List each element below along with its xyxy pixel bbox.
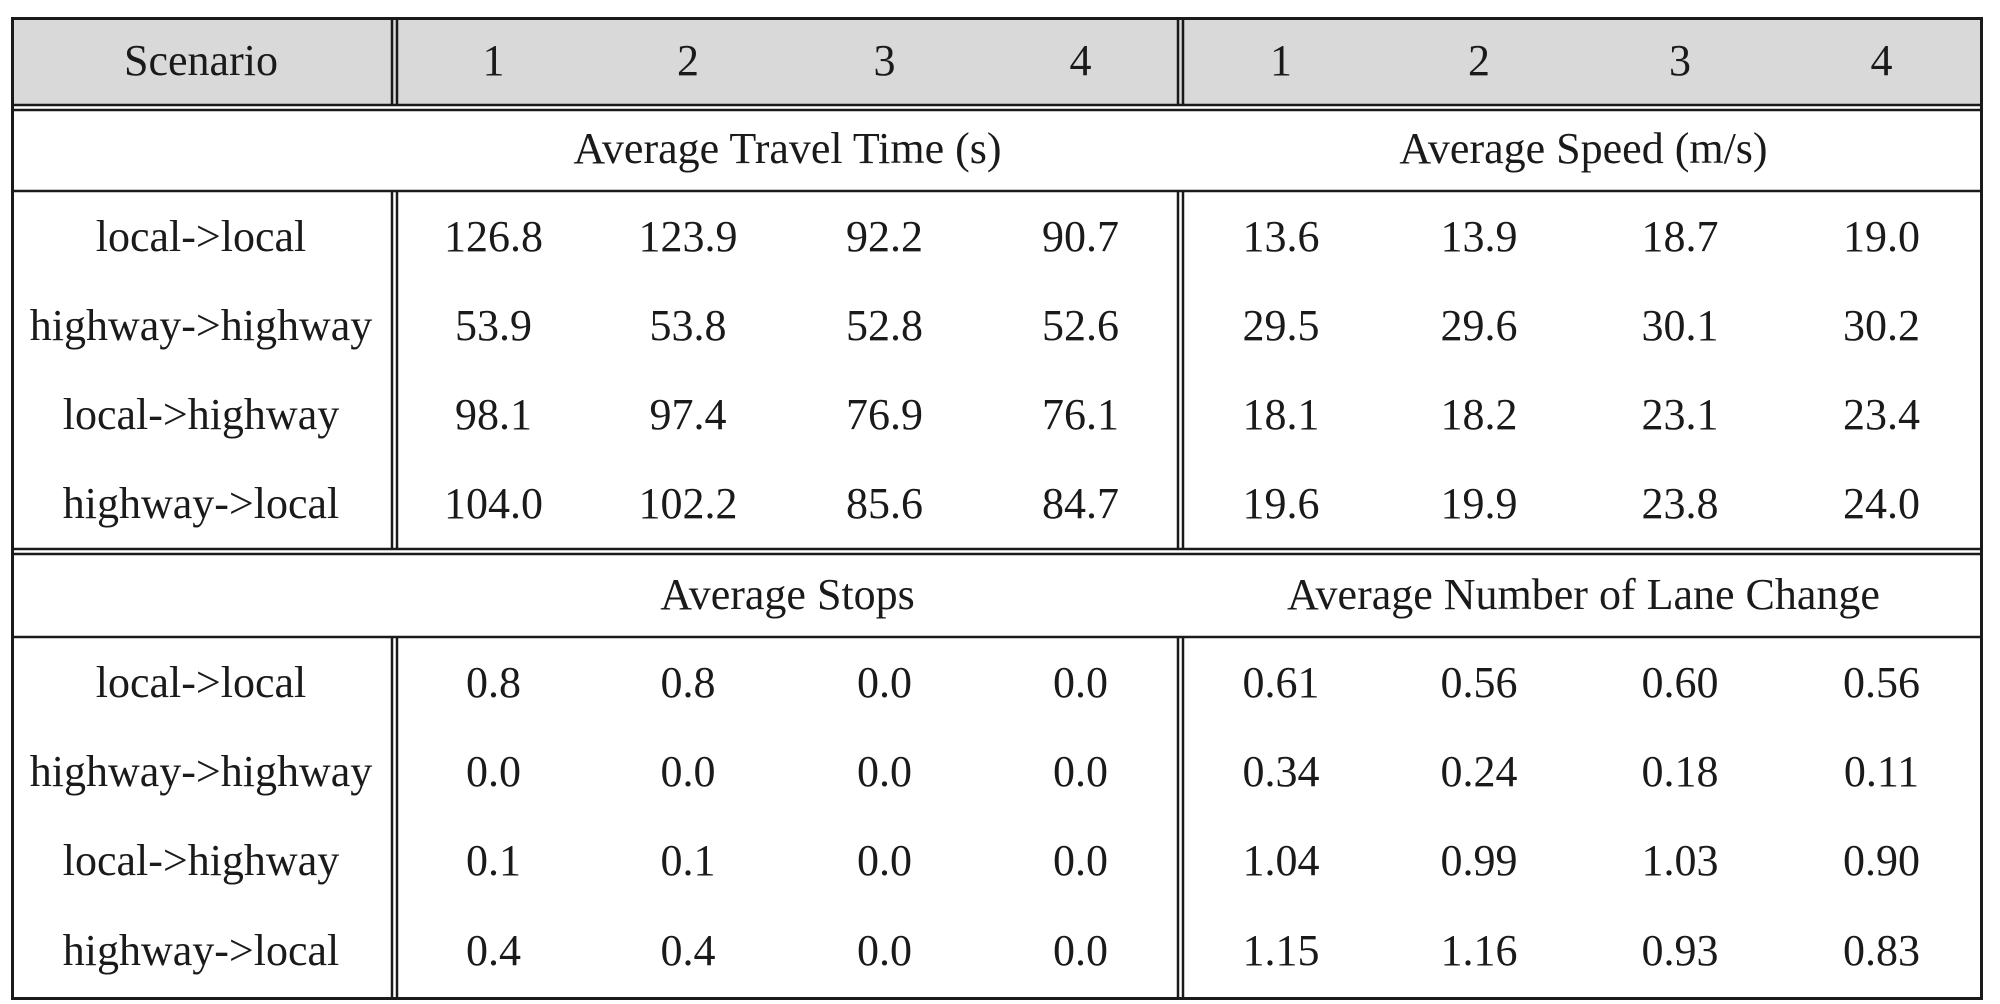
table-cell: 1.03 — [1641, 836, 1719, 885]
row-label: local->highway — [62, 390, 340, 439]
table-cell: 0.56 — [1843, 658, 1920, 707]
row-label: local->local — [95, 212, 307, 261]
row-label: local->local — [95, 658, 307, 707]
header-col-right-4: 4 — [1870, 36, 1893, 85]
table-cell: 0.0 — [857, 658, 912, 707]
table-cell: 0.0 — [857, 747, 912, 796]
table-cell: 0.93 — [1641, 926, 1719, 975]
table-cell: 0.1 — [466, 836, 521, 885]
table-cell: 84.7 — [1042, 479, 1119, 528]
table-cell: 126.8 — [444, 212, 543, 261]
table-cell: 0.56 — [1440, 658, 1518, 707]
table-cell: 0.0 — [1053, 658, 1108, 707]
header-col-left-2: 2 — [677, 36, 699, 85]
table-cell: 104.0 — [444, 479, 543, 528]
table-cell: 0.0 — [857, 926, 912, 975]
table-cell: 18.2 — [1440, 390, 1518, 439]
table-cell: 13.9 — [1440, 212, 1518, 261]
section-title-speed: Average Speed (m/s) — [1399, 124, 1768, 173]
table-cell: 85.6 — [846, 479, 923, 528]
table-cell: 30.2 — [1843, 301, 1920, 350]
table-cell: 24.0 — [1843, 479, 1920, 528]
table-cell: 0.61 — [1242, 658, 1320, 707]
table-cell: 23.8 — [1641, 479, 1719, 528]
section-title-stops: Average Stops — [660, 570, 915, 619]
table-cell: 0.99 — [1440, 836, 1518, 885]
table-cell: 0.11 — [1843, 747, 1920, 796]
row-label: highway->highway — [29, 301, 373, 350]
table-cell: 23.1 — [1641, 390, 1719, 439]
header-row-background — [11, 17, 1983, 105]
table-cell: 29.5 — [1242, 301, 1320, 350]
header-col-left-3: 3 — [873, 36, 896, 85]
table-cell: 0.4 — [466, 926, 521, 975]
header-col-left-4: 4 — [1069, 36, 1092, 85]
table-cell: 0.18 — [1641, 747, 1719, 796]
table-cell: 0.0 — [1053, 747, 1108, 796]
row-label: local->highway — [62, 836, 340, 885]
table-cell: 29.6 — [1440, 301, 1518, 350]
header-col-right-2: 2 — [1468, 36, 1490, 85]
results-table: Scenario 1 2 3 4 1 2 3 4 Average Travel … — [11, 17, 1983, 1000]
table-cell: 76.9 — [846, 390, 923, 439]
table-cell: 1.04 — [1242, 836, 1320, 885]
table-cell: 92.2 — [846, 212, 923, 261]
table-cell: 0.1 — [660, 836, 716, 885]
section-title-lane-change: Average Number of Lane Change — [1287, 570, 1880, 619]
table-cell: 0.60 — [1641, 658, 1719, 707]
header-scenario-label: Scenario — [124, 36, 278, 85]
table-cell: 19.9 — [1440, 479, 1518, 528]
table-cell: 0.24 — [1440, 747, 1518, 796]
table-cell: 0.0 — [466, 747, 521, 796]
table-cell: 30.1 — [1641, 301, 1719, 350]
table-cell: 18.1 — [1242, 390, 1320, 439]
table-cell: 19.6 — [1242, 479, 1320, 528]
table-grid-lines — [11, 17, 1983, 1000]
row-label: highway->highway — [29, 747, 373, 796]
header-col-left-1: 1 — [482, 36, 505, 85]
header-col-right-3: 3 — [1669, 36, 1691, 85]
table-cell: 76.1 — [1042, 390, 1119, 439]
table-cell: 98.1 — [455, 390, 532, 439]
table-cell: 0.8 — [466, 658, 521, 707]
table-cell: 123.9 — [638, 212, 738, 261]
table-cell: 23.4 — [1843, 390, 1920, 439]
table-cell: 52.6 — [1042, 301, 1119, 350]
table-cell: 52.8 — [846, 301, 923, 350]
table-cell: 0.0 — [1053, 926, 1108, 975]
table-cell: 102.2 — [638, 479, 738, 528]
table-cell: 0.90 — [1843, 836, 1920, 885]
table-cell: 1.15 — [1242, 926, 1320, 975]
section-title-travel-time: Average Travel Time (s) — [573, 124, 1002, 173]
row-label: highway->local — [62, 926, 340, 975]
table-cell: 0.0 — [660, 747, 716, 796]
header-col-right-1: 1 — [1270, 36, 1292, 85]
table-cell: 19.0 — [1843, 212, 1920, 261]
table-cell: 53.9 — [455, 301, 532, 350]
table-cell: 0.83 — [1843, 926, 1920, 975]
table-cell: 53.8 — [649, 301, 727, 350]
table-cell: 13.6 — [1242, 212, 1320, 261]
table-cell: 0.8 — [660, 658, 716, 707]
row-label: highway->local — [62, 479, 340, 528]
table-cell: 0.4 — [660, 926, 716, 975]
table-cell: 90.7 — [1042, 212, 1119, 261]
table-cell: 0.34 — [1242, 747, 1320, 796]
table-outer-border — [11, 17, 1983, 1000]
table-cell: 0.0 — [1053, 836, 1108, 885]
table-cell: 18.7 — [1641, 212, 1719, 261]
table-cell: 0.0 — [857, 836, 912, 885]
table-cell: 97.4 — [649, 390, 727, 439]
table-cell: 1.16 — [1440, 926, 1518, 975]
